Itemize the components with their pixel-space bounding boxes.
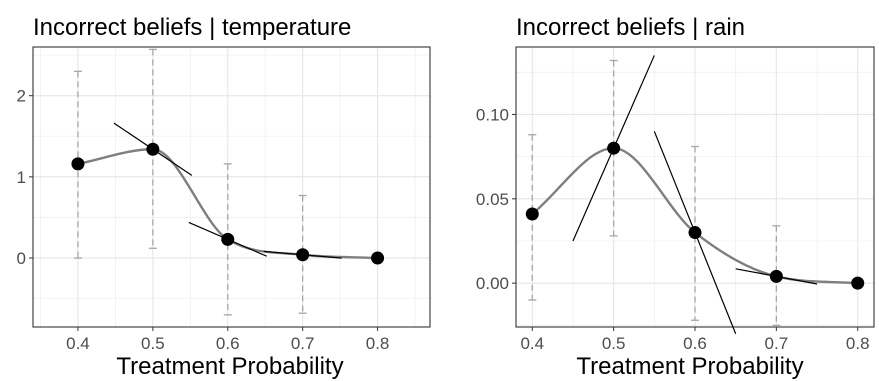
x-tick-label: 0.7 xyxy=(291,334,315,353)
x-tick-label: 0.4 xyxy=(520,334,544,353)
x-axis-label-temperature: Treatment Probability xyxy=(116,353,343,380)
x-tick-label: 0.8 xyxy=(366,334,390,353)
data-point xyxy=(221,232,235,246)
y-tick-label: 0 xyxy=(17,249,26,268)
x-tick-label: 0.6 xyxy=(683,334,707,353)
y-tick-label: 1 xyxy=(17,168,26,187)
y-tick-label: 0.00 xyxy=(476,274,509,293)
y-tick-label: 0.10 xyxy=(476,105,509,124)
chart-title-rain: Incorrect beliefs | rain xyxy=(516,14,745,41)
data-point xyxy=(296,248,310,262)
data-point xyxy=(525,207,539,221)
x-tick-label: 0.6 xyxy=(216,334,240,353)
chart-title-temperature: Incorrect beliefs | temperature xyxy=(33,14,351,41)
panel-rain: 0.4 0.5 0.6 0.7 0.8 0.00 0.05 0.10 xyxy=(476,46,875,353)
panel-border xyxy=(32,46,431,328)
x-axis-label-rain: Treatment Probability xyxy=(576,353,803,380)
y-tick-label: 2 xyxy=(17,87,26,106)
x-tick-label: 0.4 xyxy=(66,334,90,353)
data-point xyxy=(371,251,385,265)
data-point xyxy=(851,276,865,290)
panel-temperature: 0.4 0.5 0.6 0.7 0.8 0 1 2 xyxy=(17,46,431,353)
x-tick-label: 0.5 xyxy=(602,334,626,353)
data-point xyxy=(146,142,160,156)
data-point xyxy=(688,226,702,240)
x-tick-label: 0.8 xyxy=(846,334,870,353)
data-point xyxy=(607,141,621,155)
data-point xyxy=(769,269,783,283)
x-tick-label: 0.5 xyxy=(141,334,165,353)
x-tick-label: 0.7 xyxy=(765,334,789,353)
y-tick-label: 0.05 xyxy=(476,190,509,209)
data-point xyxy=(71,157,85,171)
